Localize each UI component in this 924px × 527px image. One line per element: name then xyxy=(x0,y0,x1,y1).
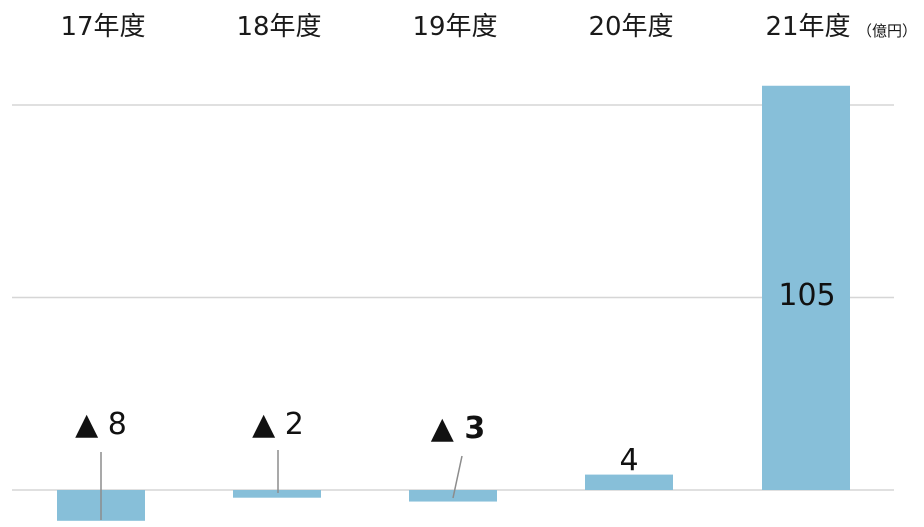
unit-label: （億円） xyxy=(857,22,917,40)
bar-20年度 xyxy=(585,474,673,490)
leader-lines xyxy=(100,450,463,520)
category-labels: 17年度 18年度 19年度 20年度 21年度 xyxy=(60,12,850,42)
bar-18年度 xyxy=(233,490,321,498)
category-label-19年度: 19年度 xyxy=(412,12,497,42)
bars xyxy=(57,85,850,521)
data-label-19年度: ▲ 3 xyxy=(431,411,485,446)
bar-21年度 xyxy=(762,85,850,490)
category-label-21年度: 21年度 xyxy=(765,12,850,42)
data-label-17年度: ▲ 8 xyxy=(75,407,127,442)
data-label-21年度: 105 xyxy=(778,278,835,313)
leader-line-19年度 xyxy=(452,455,463,499)
data-label-18年度: ▲ 2 xyxy=(252,407,304,442)
category-label-18年度: 18年度 xyxy=(236,12,321,42)
category-label-17年度: 17年度 xyxy=(60,12,145,42)
category-label-20年度: 20年度 xyxy=(588,12,673,42)
data-labels: ▲ 8 ▲ 2 ▲ 3 4 105 xyxy=(75,278,835,478)
data-label-20年度: 4 xyxy=(619,443,638,478)
